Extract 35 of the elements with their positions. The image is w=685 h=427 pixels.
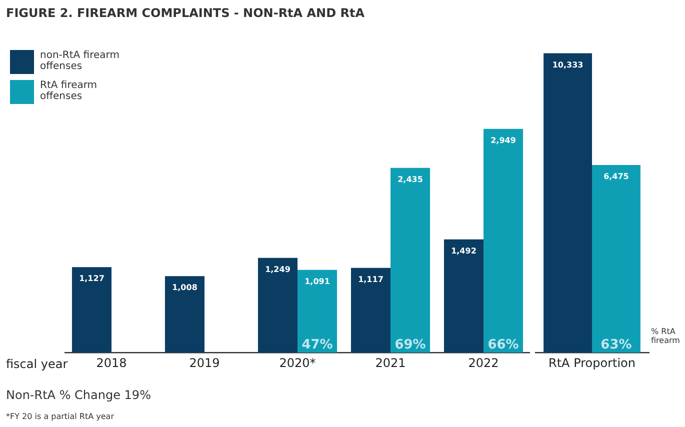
x-axis-title: fiscal year (6, 357, 72, 371)
bar (72, 267, 112, 353)
bar (164, 276, 204, 353)
data-label: 1,117 (358, 274, 384, 284)
text: Non-RtA % Change 19% (6, 388, 151, 402)
bar (298, 270, 338, 353)
data-label: 1,127 (79, 274, 104, 284)
x-tick-label: 2018 (96, 356, 127, 370)
text: *FY 20 is a partial RtA year (6, 412, 114, 421)
x-tick-label: 2022 (468, 356, 499, 370)
data-label: 1,249 (265, 264, 291, 274)
annotation: 66% (488, 337, 519, 352)
data-label: 10,333 (552, 60, 584, 70)
data-label: 1,008 (172, 283, 198, 292)
bar (350, 268, 390, 353)
data-label: 2,435 (398, 174, 424, 184)
data-label: 6,475 (604, 172, 630, 182)
x-tick-label: 2019 (189, 356, 220, 370)
annotation: 47% (302, 337, 333, 352)
legend-label: non-RtA firearm offenses (40, 50, 120, 72)
data-label: 1,492 (451, 246, 476, 256)
annotation: 63% (600, 337, 632, 352)
annotation: 69% (394, 337, 426, 352)
bar (258, 258, 298, 353)
x-tick-label: RtA Proportion (548, 356, 636, 370)
x-tick-label: 2020* (279, 356, 316, 370)
bar (484, 128, 524, 353)
bar (444, 239, 484, 353)
data-label: 2,949 (490, 136, 516, 145)
bar (390, 168, 430, 353)
chart-title: FIGURE 2. FIREARM COMPLAINTS - NON-RtA AND RtA (6, 6, 364, 20)
text: % RtA firearm (651, 327, 681, 345)
x-tick-label: 2021 (375, 356, 406, 370)
data-label: 1,091 (304, 276, 330, 286)
legend-label: RtA firearm offenses (40, 80, 98, 102)
